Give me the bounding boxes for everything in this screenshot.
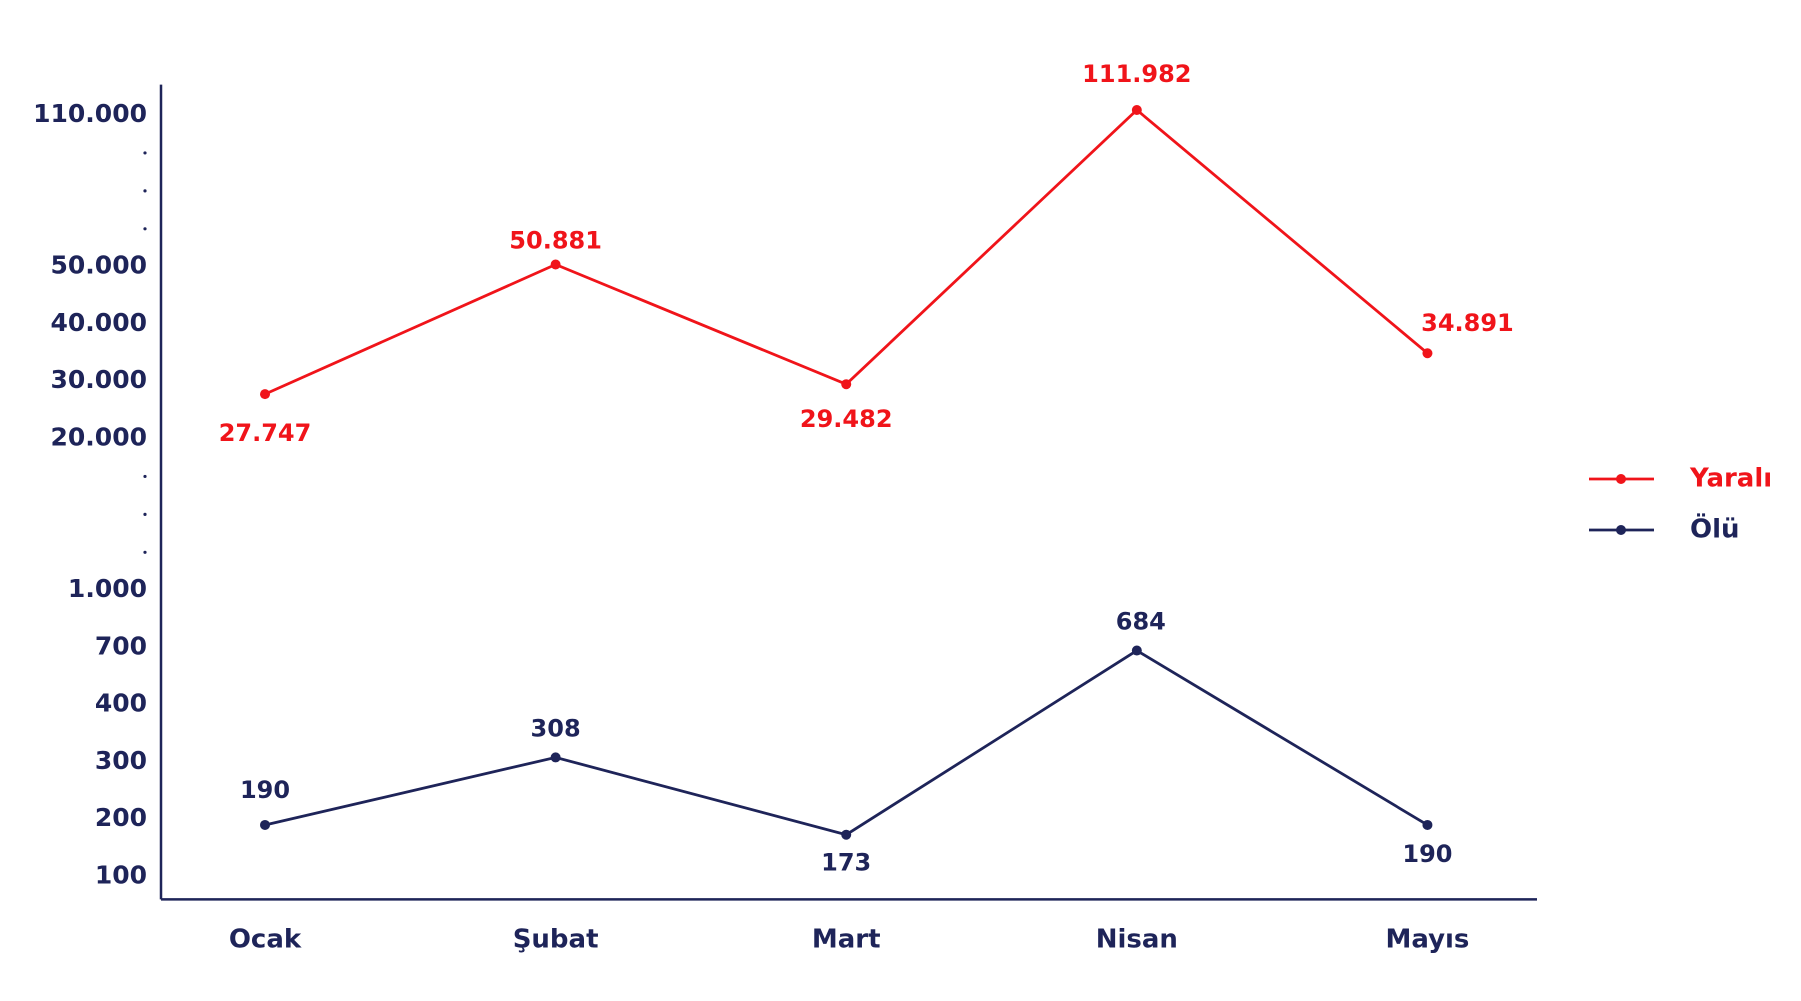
y-tick-label: 100	[95, 861, 147, 890]
data-label: 190	[1402, 840, 1452, 868]
data-label: 34.891	[1421, 309, 1514, 337]
y-tick-label: 700	[95, 631, 147, 660]
data-label: 173	[821, 849, 871, 877]
series-line	[264, 648, 1429, 837]
axis-break-dot	[143, 227, 147, 231]
data-point	[841, 379, 852, 390]
legend-marker	[1616, 525, 1626, 535]
axis-break-dot	[143, 189, 147, 193]
y-tick-label: 200	[95, 803, 147, 832]
y-tick-label: 30.000	[51, 365, 147, 394]
x-tick-label: Mayıs	[1385, 925, 1469, 955]
data-point	[260, 389, 270, 400]
axis-break-dot	[143, 474, 147, 479]
y-tick-label: 20.000	[51, 422, 147, 451]
data-label: 27.747	[219, 419, 312, 447]
data-label: 29.482	[800, 405, 893, 433]
y-tick-label: 50.000	[51, 251, 147, 280]
data-point	[1422, 819, 1433, 830]
data-point	[1422, 348, 1433, 359]
data-label: 50.881	[509, 226, 602, 254]
legend-label: Ölü	[1690, 512, 1740, 545]
series-line	[264, 108, 1429, 396]
data-label: 308	[531, 714, 581, 742]
y-tick-label: 110.000	[33, 99, 147, 128]
data-point	[550, 259, 561, 270]
data-label: 684	[1116, 608, 1166, 636]
data-label: 190	[240, 776, 290, 804]
data-point	[1131, 104, 1142, 115]
legend-marker	[1616, 474, 1626, 484]
y-tick-label: 40.000	[51, 308, 147, 337]
x-tick-label: Mart	[812, 925, 881, 955]
data-point	[841, 829, 852, 840]
data-label: 111.982	[1082, 60, 1191, 88]
x-tick-label: Ocak	[229, 925, 302, 955]
x-tick-label: Şubat	[513, 925, 599, 955]
data-point	[550, 752, 561, 763]
axis-break-dot	[143, 512, 147, 516]
data-point	[1131, 645, 1142, 656]
y-tick-label: 300	[95, 746, 147, 775]
data-point	[260, 819, 270, 830]
legend-label: Yaralı	[1689, 464, 1772, 494]
x-tick-label: Nisan	[1096, 925, 1178, 955]
axis-break-dot	[143, 550, 147, 554]
axis-break-dot	[143, 151, 147, 155]
y-tick-label: 1.000	[68, 574, 147, 603]
y-tick-label: 400	[95, 689, 147, 718]
